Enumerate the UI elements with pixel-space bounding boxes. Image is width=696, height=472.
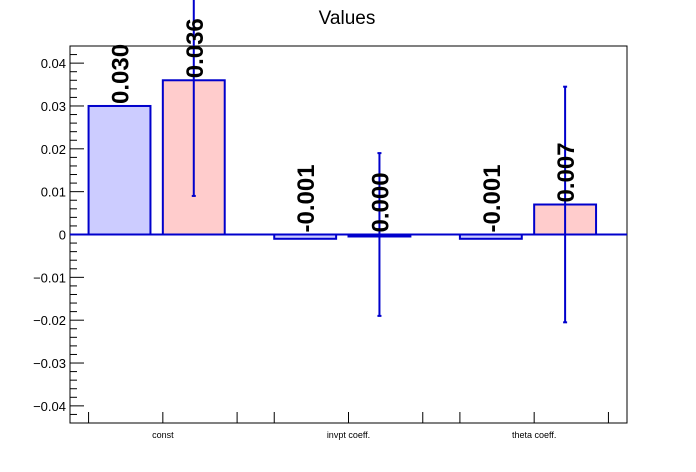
data-label: 0.000 — [367, 172, 394, 232]
y-tick-label: 0.02 — [41, 142, 66, 157]
data-label: -0.001 — [293, 164, 320, 232]
chart-title: Values — [319, 8, 376, 29]
y-tick-label: −0.02 — [33, 313, 66, 328]
y-tick-label: −0.04 — [33, 399, 66, 414]
bars — [87, 79, 598, 240]
bar — [87, 104, 152, 236]
error-bars — [191, 0, 568, 324]
data-label: 0.030 — [108, 44, 135, 104]
data-label: -0.001 — [479, 164, 506, 232]
x-axis: const invpt coeff. theta coeff. — [88, 412, 609, 440]
data-label: 0.007 — [553, 142, 580, 202]
x-category-label: const — [152, 430, 174, 440]
y-tick-label: −0.01 — [33, 270, 66, 285]
x-category-label: invpt coeff. — [327, 430, 370, 440]
y-tick-label: 0.03 — [41, 99, 66, 114]
y-tick-label: 0.01 — [41, 185, 66, 200]
data-label: 0.036 — [182, 18, 209, 78]
x-category-label: theta coeff. — [512, 430, 556, 440]
data-labels: 0.030 -0.001 -0.001 0.036 0.000 0.007 — [108, 18, 581, 232]
y-axis: −0.04 −0.03 −0.02 −0.01 0 0.01 0.02 0.03 0.04 — [33, 45, 84, 424]
y-tick-label: 0.04 — [41, 56, 66, 71]
y-tick-label: 0 — [59, 228, 66, 243]
y-tick-label: −0.03 — [33, 356, 66, 371]
